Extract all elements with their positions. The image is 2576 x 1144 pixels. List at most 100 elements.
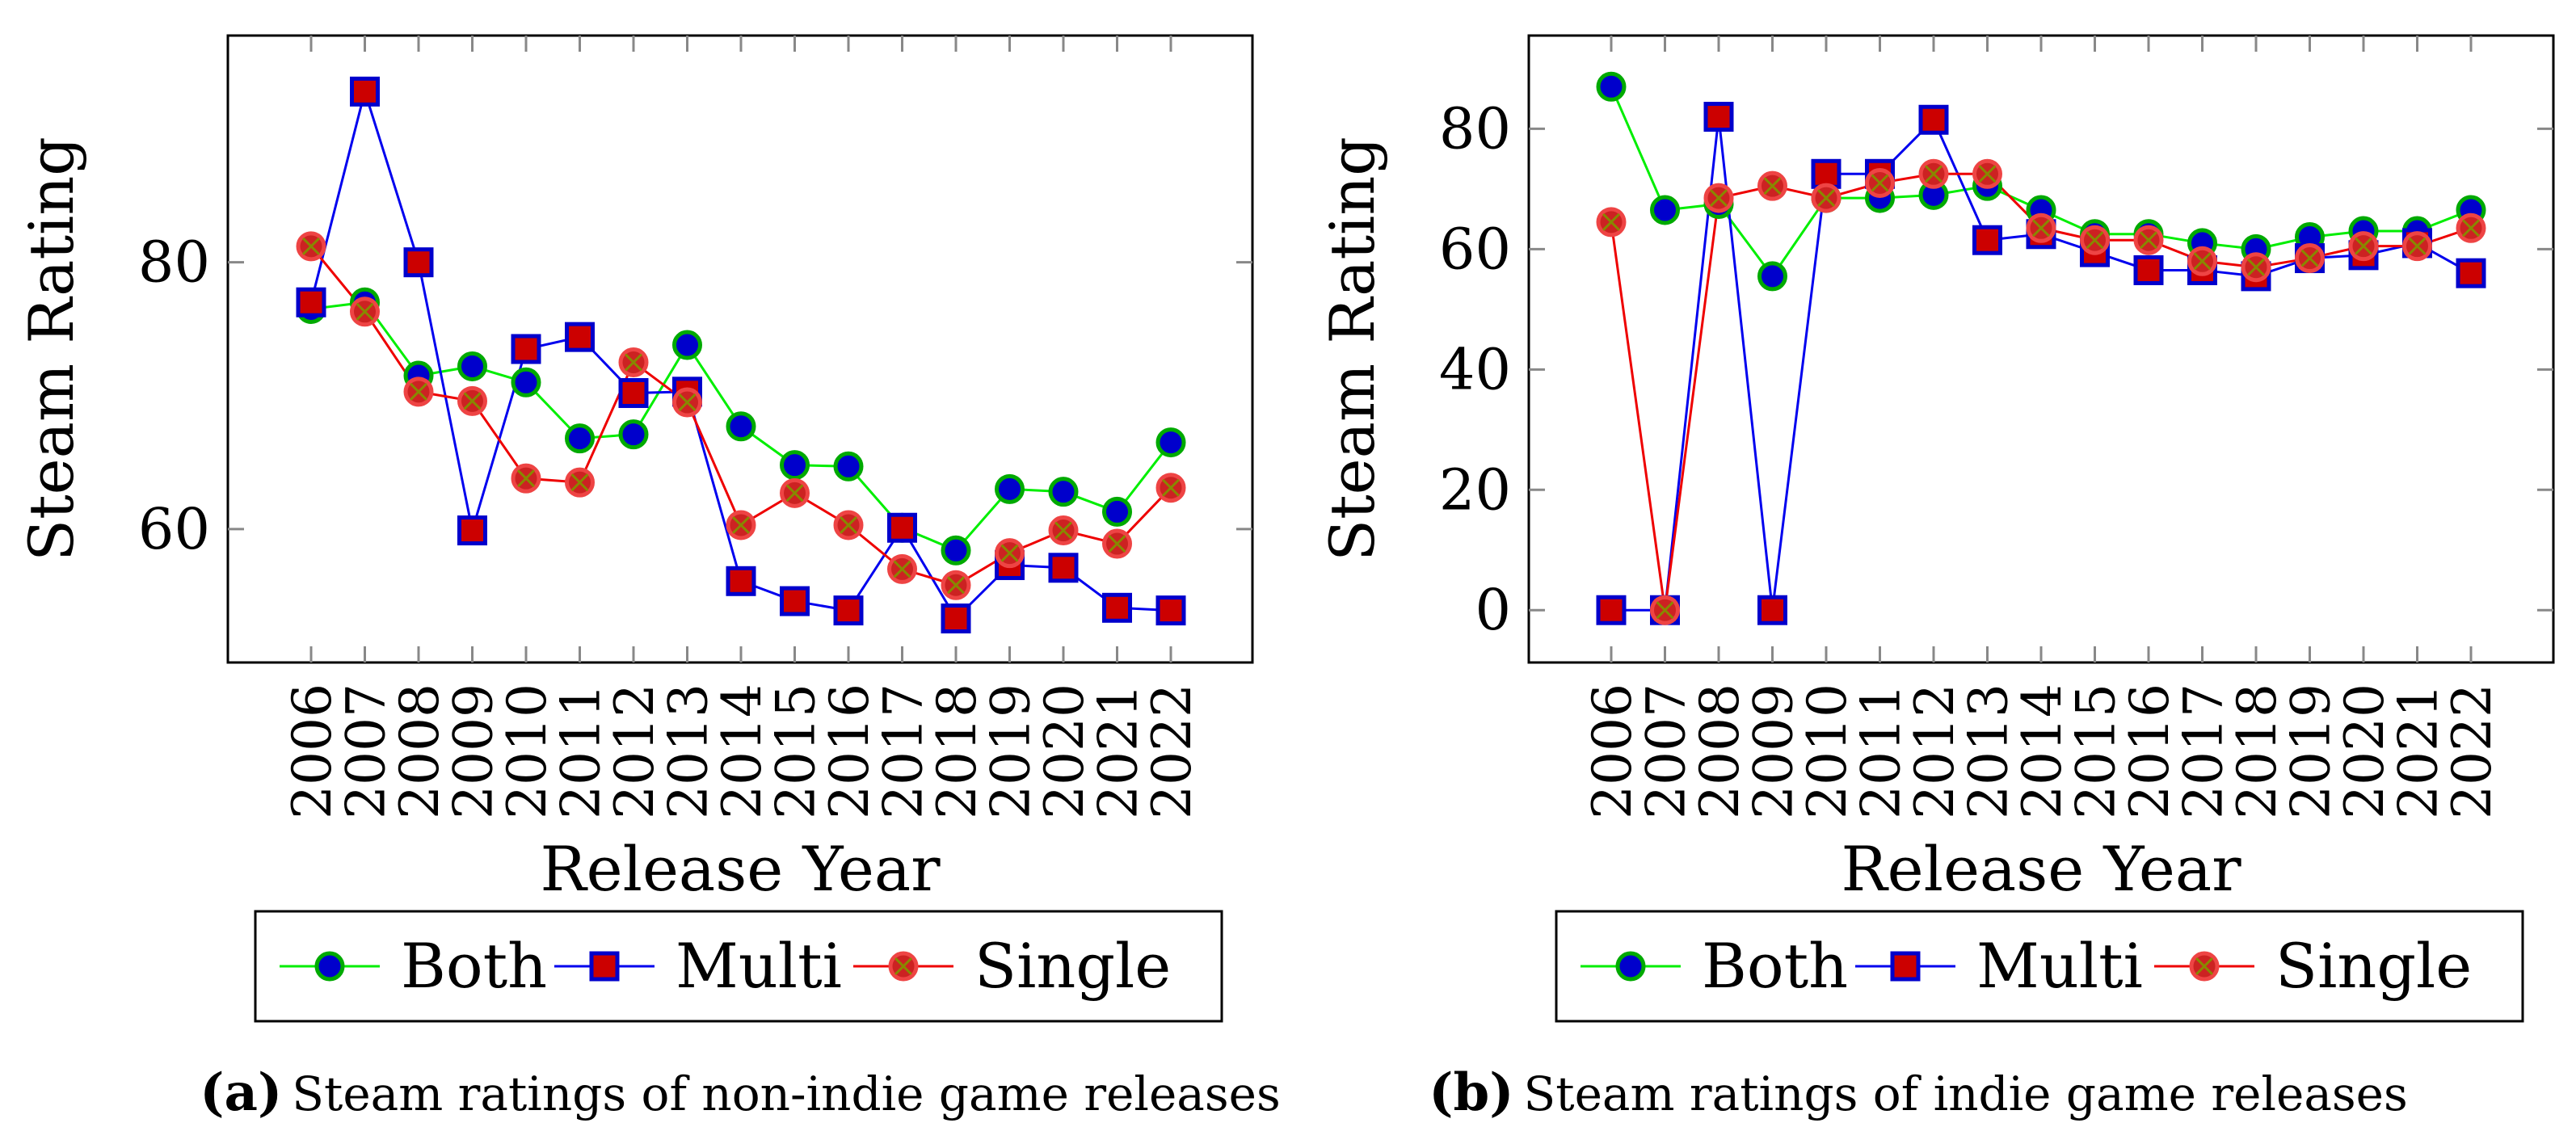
data-point-single — [1918, 158, 1949, 189]
data-point-multi — [1757, 595, 1787, 625]
x-tick-label: 2007 — [1635, 683, 1698, 819]
x-tick-label: 2013 — [1958, 683, 2020, 819]
x-tick-label: 2010 — [496, 683, 558, 819]
data-point-multi — [511, 334, 541, 364]
data-point-single — [1757, 170, 1787, 201]
x-ticks-a: 2006200720082009201020112012201320142015… — [281, 36, 1203, 819]
x-tick-label: 2019 — [980, 683, 1042, 819]
data-point-multi — [457, 515, 487, 546]
data-point-single — [2133, 225, 2164, 255]
x-tick-label: 2007 — [335, 683, 398, 819]
x-tick-label: 2016 — [2119, 683, 2181, 819]
x-tick-label: 2015 — [765, 683, 827, 819]
legend-label-both: Both — [401, 930, 547, 1002]
data-point-multi — [296, 287, 326, 318]
caption-b: (b) Steam ratings of indie game releases — [1429, 1062, 2408, 1123]
y-ticks-a: 60 80 — [138, 229, 1252, 562]
data-point-single — [1048, 515, 1079, 546]
legend-label-multi: Multi — [676, 930, 842, 1002]
y-tick-label: 80 — [1439, 95, 1511, 162]
data-point-both — [511, 367, 541, 397]
data-point-single — [726, 510, 756, 540]
x-tick-label: 2008 — [1689, 683, 1751, 819]
data-point-single — [2187, 246, 2217, 276]
data-point-multi — [1596, 595, 1627, 625]
x-tick-label: 2022 — [1141, 683, 1203, 819]
data-point-multi — [1155, 595, 1186, 626]
y-tick-label: 40 — [1439, 336, 1511, 402]
legend-box — [254, 910, 1223, 1023]
data-point-single — [1703, 183, 1734, 213]
x-ticks-b: 2006200720082009201020112012201320142015… — [1581, 36, 2503, 819]
data-point-single — [565, 467, 595, 498]
caption-label-a: (a) — [200, 1062, 282, 1123]
data-point-single — [403, 376, 434, 407]
x-tick-label: 2015 — [2065, 683, 2128, 819]
data-point-single — [1972, 158, 2002, 189]
legend-marker-multi — [589, 951, 620, 982]
data-point-multi — [350, 76, 380, 107]
data-point-single — [457, 385, 487, 416]
data-point-single — [1650, 595, 1680, 625]
chart-panel-a: 60 80 20062007200820092010201120122013201… — [15, 34, 1281, 1123]
data-point-both — [618, 419, 649, 450]
data-point-single — [2402, 231, 2432, 262]
data-point-single — [2026, 212, 2056, 243]
y-tick-label: 80 — [138, 229, 210, 296]
plot-frame-b — [1527, 34, 2555, 664]
x-tick-label: 2020 — [2334, 683, 2396, 819]
x-tick-label: 2009 — [443, 683, 505, 819]
data-point-both — [941, 535, 971, 566]
data-point-single — [833, 510, 864, 540]
x-tick-label: 2012 — [604, 683, 666, 819]
data-point-single — [618, 347, 649, 378]
data-point-both — [457, 351, 487, 381]
data-point-both — [565, 423, 595, 454]
legend-box — [1555, 910, 2524, 1023]
data-point-single — [2295, 243, 2325, 274]
x-tick-label: 2009 — [1743, 683, 1805, 819]
y-tick-label: 0 — [1475, 577, 1511, 643]
data-point-multi — [1811, 158, 1842, 189]
data-point-single — [2080, 225, 2110, 255]
y-tick-label: 60 — [138, 496, 210, 562]
caption-a: (a) Steam ratings of non-indie game relea… — [200, 1062, 1280, 1123]
y-tick-label: 20 — [1439, 456, 1511, 523]
legend-marker-both — [314, 951, 345, 982]
x-tick-label: 2008 — [389, 683, 451, 819]
x-tick-label: 2022 — [2441, 683, 2503, 819]
data-point-single — [511, 463, 541, 494]
x-tick-label: 2020 — [1033, 683, 1096, 819]
data-point-both — [1048, 477, 1079, 507]
x-tick-label: 2013 — [658, 683, 720, 819]
data-point-multi — [726, 566, 756, 596]
legend-label-single: Single — [2275, 930, 2472, 1002]
x-tick-label: 2012 — [1904, 683, 1966, 819]
data-point-multi — [2456, 258, 2486, 288]
data-point-single — [1102, 528, 1132, 559]
y-axis-label-b: Steam Rating — [1316, 137, 1388, 561]
x-tick-label: 2018 — [926, 683, 988, 819]
data-point-both — [1757, 261, 1787, 292]
data-point-multi — [565, 322, 595, 352]
data-point-single — [1865, 167, 1895, 198]
data-point-multi — [2133, 254, 2164, 285]
data-point-both — [780, 450, 810, 481]
x-axis-label-a: Release Year — [540, 833, 941, 905]
caption-label-b: (b) — [1429, 1062, 1513, 1123]
data-point-single — [1155, 473, 1186, 503]
data-point-single — [296, 231, 326, 262]
data-point-single — [2456, 212, 2486, 243]
legend-marker-both — [1615, 951, 1646, 982]
data-point-multi — [833, 595, 864, 626]
y-axis-label-a: Steam Rating — [15, 137, 87, 561]
x-tick-label: 2006 — [281, 683, 343, 819]
x-tick-label: 2016 — [819, 683, 881, 819]
x-axis-label-b: Release Year — [1841, 833, 2241, 905]
data-point-multi — [618, 377, 649, 408]
x-tick-label: 2014 — [2011, 683, 2073, 819]
series-layer-a — [296, 76, 1186, 634]
data-point-single — [941, 570, 971, 600]
legend-a: Both Multi Single — [254, 910, 1223, 1023]
